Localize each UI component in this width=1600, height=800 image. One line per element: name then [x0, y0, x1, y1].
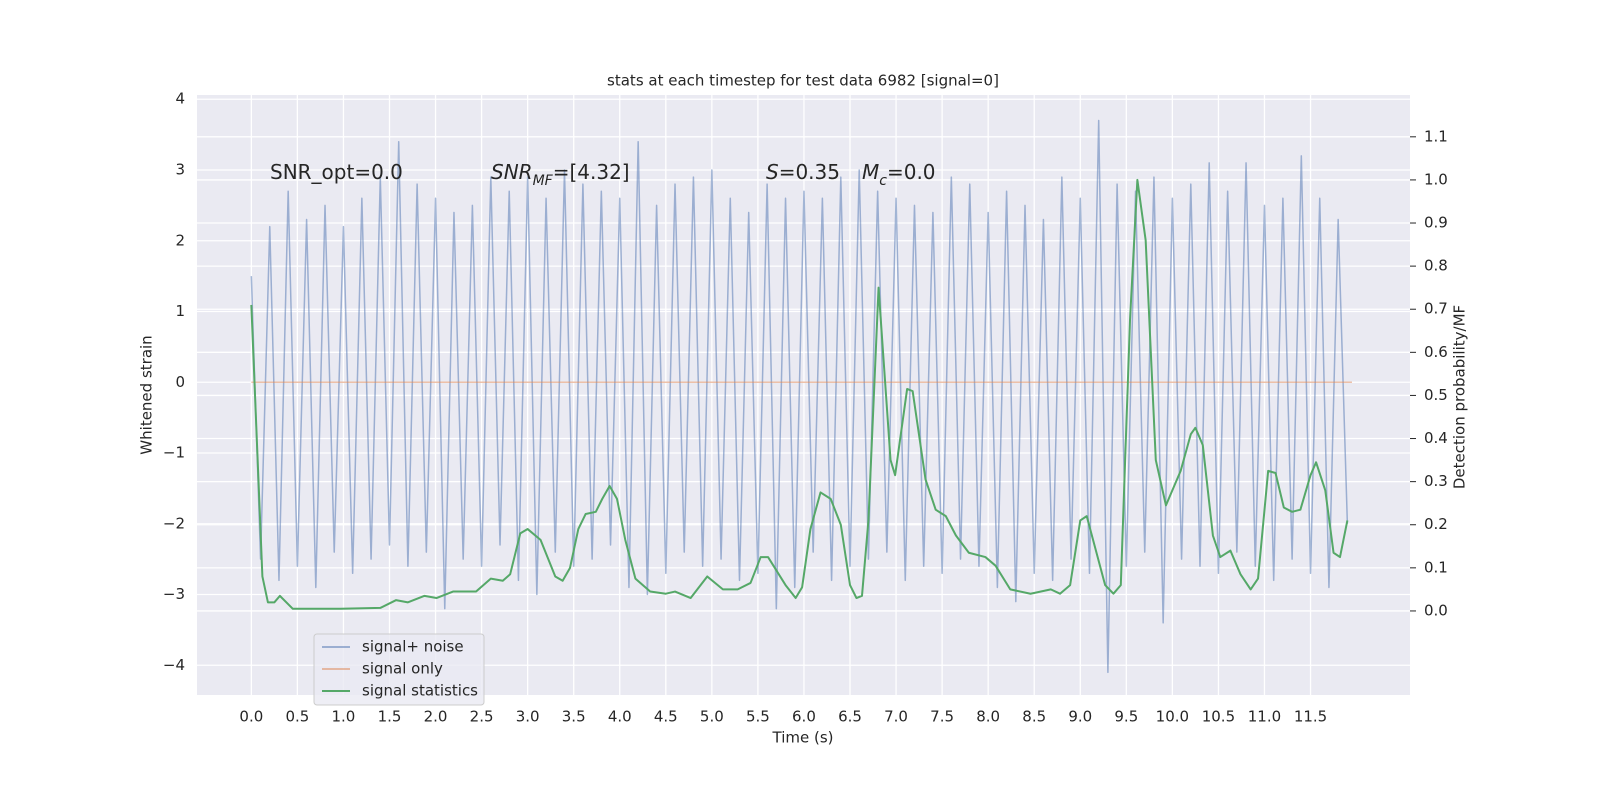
x-tick-label: 8.5: [1022, 708, 1046, 726]
x-tick-label: 3.5: [562, 708, 586, 726]
annotation-part: MF: [533, 173, 554, 189]
legend-label: signal only: [362, 660, 443, 678]
y-tick-label: 3: [175, 161, 185, 179]
x-tick-label: 6.5: [838, 708, 862, 726]
annotation-part: =[4.32]: [553, 160, 630, 184]
x-tick-label: 11.0: [1248, 708, 1281, 726]
x-tick-label: 6.0: [792, 708, 816, 726]
annotation-part: =0.35: [779, 160, 840, 184]
x-tick-label: 10.5: [1202, 708, 1235, 726]
annotation: SNR_opt=0.0: [270, 160, 403, 184]
x-tick-label: 5.0: [700, 708, 724, 726]
annotation-part: =0.0: [887, 160, 936, 184]
y2-tick-label: 0.1: [1424, 558, 1448, 576]
marks: [250, 119, 1352, 674]
y-tick-label: −1: [163, 444, 185, 462]
y2-tick-label: 0.0: [1424, 601, 1448, 619]
annotation-part: S: [766, 160, 779, 184]
x-tick-label: 0.0: [239, 708, 263, 726]
x-tick-label: 11.5: [1294, 708, 1327, 726]
x-tick-label: 2.5: [470, 708, 494, 726]
y2-tick-label: 0.4: [1424, 429, 1448, 447]
x-tick-label: 1.0: [332, 708, 356, 726]
x-tick-label: 4.5: [654, 708, 678, 726]
x-tick-label: 1.5: [378, 708, 402, 726]
labels: −4 −3 −2 −1 0 1 2 3 4 0.0 0.1 0.2 0.3 0.4 0.5 0.6 0.7 0.8…: [163, 90, 1448, 726]
chart-title: stats at each timestep for test data 698…: [607, 72, 999, 90]
y2-tick-label: 1.0: [1424, 170, 1448, 188]
annotation-part: SNR_opt=0.0: [270, 160, 403, 184]
legend-label: signal statistics: [362, 682, 478, 700]
y2-tick-label: 0.7: [1424, 300, 1448, 318]
y-axis-label: Whitened strain: [138, 335, 156, 454]
y2-tick-label: 0.9: [1424, 214, 1448, 232]
x-tick-label: 9.0: [1068, 708, 1092, 726]
y-tick-label: 2: [175, 231, 185, 249]
y2-tick-label: 1.1: [1424, 127, 1448, 145]
y2-tick-label: 0.5: [1424, 386, 1448, 404]
x-tick-label: 7.0: [884, 708, 908, 726]
y-tick-label: 0: [175, 373, 185, 391]
x-tick-label: 2.0: [424, 708, 448, 726]
series-line: [250, 119, 1349, 674]
annotation: S=0.35 Mc=0.0: [766, 160, 936, 190]
y2-tick-label: 0.3: [1424, 472, 1448, 490]
y-tick-label: −2: [163, 514, 185, 532]
series-line: [250, 178, 1349, 610]
y-tick-label: 4: [175, 90, 185, 108]
annotation: SNRMF=[4.32]: [491, 160, 630, 190]
legend-label: signal+ noise: [362, 638, 464, 656]
x-tick-label: 10.0: [1156, 708, 1189, 726]
y2-tick-label: 0.6: [1424, 343, 1448, 361]
annotation-part: SNR: [491, 160, 533, 184]
x-tick-label: 4.0: [608, 708, 632, 726]
y-tick-label: 1: [175, 302, 185, 320]
x-tick-label: 0.5: [285, 708, 309, 726]
y2-axis-label: Detection probability/MF: [1451, 305, 1469, 489]
y-tick-label: −4: [163, 656, 185, 674]
x-tick-label: 9.5: [1114, 708, 1138, 726]
legend-box: [313, 633, 485, 706]
annotation-part: M: [862, 160, 879, 184]
x-tick-label: 8.0: [976, 708, 1000, 726]
y2-tick-label: 0.8: [1424, 257, 1448, 275]
x-axis-label: Time (s): [772, 729, 834, 747]
x-tick-label: 7.5: [930, 708, 954, 726]
x-tick-label: 5.5: [746, 708, 770, 726]
annotation-part: c: [879, 173, 887, 189]
y-tick-label: −3: [163, 585, 185, 603]
x-tick-label: 3.0: [516, 708, 540, 726]
y2-tick-label: 0.2: [1424, 515, 1448, 533]
